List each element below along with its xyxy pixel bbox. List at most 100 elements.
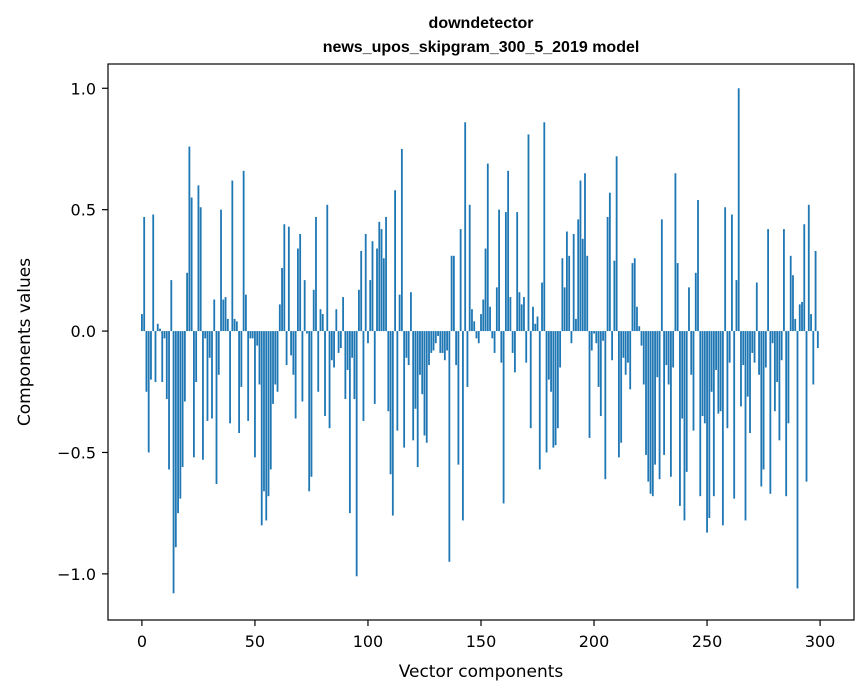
- bar-component-236: [674, 173, 677, 332]
- bar-component-215: [627, 331, 629, 363]
- bar-component-224: [647, 331, 650, 482]
- bar-component-97: [360, 250, 363, 332]
- bar-component-151: [482, 299, 485, 332]
- bar-component-189: [568, 255, 571, 332]
- bar-component-73: [306, 331, 308, 334]
- y-tick-label: 1.0: [71, 79, 96, 98]
- bar-component-100: [367, 331, 369, 344]
- bar-component-137: [450, 255, 453, 332]
- bar-component-109: [387, 331, 390, 412]
- bar-component-222: [642, 331, 645, 385]
- bar-component-145: [468, 204, 471, 332]
- bar-component-150: [480, 314, 482, 332]
- bar-component-21: [188, 146, 191, 332]
- bar-component-84: [330, 331, 333, 361]
- bar-component-185: [559, 331, 562, 368]
- bar-component-24: [195, 331, 198, 383]
- bar-component-217: [631, 263, 634, 332]
- bar-component-154: [489, 306, 491, 332]
- bar-component-114: [398, 294, 401, 332]
- bar-component-81: [324, 331, 326, 417]
- bar-component-256: [719, 331, 722, 412]
- bar-component-193: [577, 219, 580, 332]
- bar-component-6: [154, 331, 157, 383]
- bar-component-135: [446, 331, 448, 351]
- bar-component-278: [769, 331, 772, 494]
- bar-component-266: [742, 331, 745, 366]
- bar-component-203: [599, 331, 602, 417]
- bar-component-157: [495, 287, 498, 332]
- bar-component-136: [448, 331, 451, 562]
- bar-component-255: [717, 331, 720, 414]
- bar-component-44: [240, 331, 243, 387]
- bar-component-67: [292, 331, 295, 375]
- bar-component-239: [681, 331, 684, 419]
- bar-component-133: [441, 331, 444, 353]
- bar-component-134: [443, 331, 446, 361]
- bar-component-182: [552, 331, 555, 448]
- bar-component-200: [593, 331, 595, 334]
- bar-component-188: [566, 231, 568, 332]
- bar-component-4: [150, 331, 152, 380]
- bar-component-107: [382, 258, 385, 332]
- bar-component-71: [301, 331, 304, 402]
- bar-component-238: [679, 331, 681, 506]
- bar-component-155: [491, 331, 494, 339]
- bar-component-116: [403, 331, 406, 448]
- bar-component-159: [500, 331, 503, 363]
- bar-component-169: [523, 297, 525, 332]
- bar-component-195: [581, 238, 584, 332]
- bar-component-70: [299, 233, 302, 332]
- bar-component-85: [333, 331, 335, 368]
- bar-component-276: [764, 331, 767, 368]
- bar-component-120: [412, 331, 415, 441]
- bar-component-269: [749, 331, 751, 434]
- bar-component-56: [267, 331, 270, 497]
- chart-subtitle: news_upos_skipgram_300_5_2019 model: [323, 39, 640, 56]
- bar-component-240: [683, 331, 686, 521]
- bar-component-52: [258, 331, 261, 385]
- bar-component-249: [703, 331, 706, 424]
- bar-component-144: [466, 331, 469, 387]
- bar-component-275: [762, 331, 765, 470]
- bar-component-158: [498, 209, 500, 332]
- bar-component-28: [204, 331, 207, 339]
- bar-component-32: [213, 299, 216, 332]
- bar-component-127: [428, 331, 430, 366]
- bar-component-196: [584, 173, 586, 332]
- bar-component-88: [339, 331, 342, 349]
- bar-component-30: [208, 331, 211, 358]
- bar-component-164: [511, 331, 514, 353]
- bar-component-75: [310, 331, 313, 477]
- bar-component-177: [541, 282, 543, 332]
- bar-component-281: [776, 331, 779, 383]
- bar-component-0: [141, 314, 143, 332]
- bar-component-39: [229, 331, 231, 424]
- bar-component-227: [654, 331, 656, 465]
- bar-component-206: [606, 216, 609, 332]
- bar-component-64: [285, 331, 288, 366]
- bar-component-124: [421, 331, 424, 395]
- bar-component-254: [715, 331, 718, 370]
- bar-component-160: [502, 331, 505, 504]
- bar-component-237: [676, 263, 679, 332]
- bar-component-213: [622, 331, 625, 358]
- bar-component-10: [163, 331, 166, 339]
- bar-component-110: [389, 331, 392, 475]
- bar-component-225: [649, 331, 652, 494]
- bar-component-140: [457, 331, 460, 465]
- bar-component-260: [728, 331, 731, 363]
- bar-component-162: [507, 170, 510, 332]
- y-axis-ticks: −1.0 −0.5 0.0 0.5 1.0: [57, 79, 108, 584]
- bar-component-45: [242, 170, 245, 332]
- bar-component-59: [274, 331, 277, 385]
- bar-component-146: [471, 309, 473, 332]
- bar-component-186: [561, 258, 564, 332]
- x-tick-label: 150: [466, 632, 497, 651]
- bar-component-261: [731, 214, 733, 332]
- bar-component-280: [773, 331, 776, 412]
- bar-component-55: [265, 331, 268, 521]
- bar-component-51: [256, 331, 259, 346]
- bar-component-272: [755, 282, 758, 332]
- bar-component-112: [394, 190, 396, 332]
